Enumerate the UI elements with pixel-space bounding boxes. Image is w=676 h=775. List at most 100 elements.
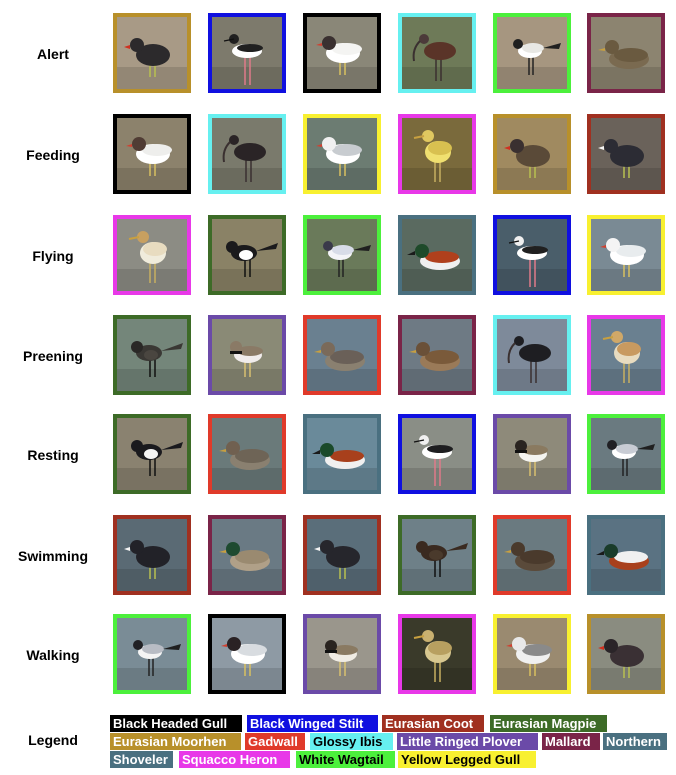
plover-bird-image	[497, 418, 567, 490]
bird-photo-glossy-ibis	[398, 13, 476, 93]
bird-photo-eurasian-moorhen	[113, 13, 191, 93]
bird-photo-white-wagtail	[493, 13, 571, 93]
bird-photo-northern-shoveler	[303, 414, 381, 494]
wagtail-bird-image	[117, 618, 187, 690]
duck-bird-image	[402, 319, 472, 391]
legend-item-yellow-legged-gull: Yellow Legged Gull	[398, 751, 536, 768]
magpie-bird-image	[117, 418, 187, 490]
stilt-bird-image	[402, 418, 472, 490]
bird-photo-glossy-ibis	[493, 315, 571, 395]
ibis-bird-image	[212, 118, 282, 190]
bird-photo-black-headed-gull	[303, 13, 381, 93]
duck-bird-image	[307, 319, 377, 391]
shoveler-bird-image	[402, 219, 472, 291]
gull-bird-image	[497, 618, 567, 690]
bird-photo-little-ringed-plover	[303, 614, 381, 694]
legend-item-eurasian-coot: Eurasian Coot	[382, 715, 484, 732]
wagtail-bird-image	[307, 219, 377, 291]
bird-photo-eurasian-coot	[113, 515, 191, 595]
legend-item-eurasian-moorhen: Eurasian Moorhen	[110, 733, 241, 750]
legend-item-squacco-heron: Squacco Heron	[179, 751, 290, 768]
bird-photo-eurasian-coot	[587, 114, 665, 194]
row-label-resting: Resting	[27, 447, 79, 463]
shoveler-bird-image	[591, 519, 661, 591]
magpie-bird-image	[402, 519, 472, 591]
gull-bird-image	[591, 219, 661, 291]
bird-photo-eurasian-magpie	[398, 515, 476, 595]
gull-bird-image	[212, 618, 282, 690]
bird-photo-little-ringed-plover	[493, 414, 571, 494]
bird-photo-white-wagtail	[303, 215, 381, 295]
bird-photo-mallard	[587, 13, 665, 93]
bird-photo-black-headed-gull	[113, 114, 191, 194]
legend-title: Legend	[28, 732, 78, 748]
coot-bird-image	[117, 519, 187, 591]
ibis-bird-image	[402, 17, 472, 89]
bird-photo-black-winged-stilt	[493, 215, 571, 295]
bird-photo-eurasian-magpie	[113, 315, 191, 395]
coot-bird-image	[591, 118, 661, 190]
heron-bird-image	[591, 319, 661, 391]
bird-photo-white-wagtail	[113, 614, 191, 694]
legend-item-black-winged-stilt: Black Winged Stilt	[247, 715, 378, 732]
heron-bird-image	[117, 219, 187, 291]
bird-photo-squacco-heron	[113, 215, 191, 295]
legend-item-white-wagtail: White Wagtail	[296, 751, 395, 768]
bird-photo-eurasian-magpie	[208, 215, 286, 295]
bird-photo-mallard	[208, 515, 286, 595]
row-label-walking: Walking	[26, 647, 80, 663]
row-label-swimming: Swimming	[17, 548, 88, 564]
legend-item-mallard: Mallard	[542, 733, 600, 750]
coot-bird-image	[307, 519, 377, 591]
bird-photo-gadwall	[208, 414, 286, 494]
bird-photo-eurasian-coot	[303, 515, 381, 595]
moorhen-bird-image	[591, 618, 661, 690]
bird-photo-yellow-legged-gull	[493, 614, 571, 694]
gull-bird-image	[307, 17, 377, 89]
legend-item-little-ringed-plover: Little Ringed Plover	[397, 733, 538, 750]
bird-photo-eurasian-moorhen	[587, 614, 665, 694]
gull-bird-image	[307, 118, 377, 190]
row-label-feeding: Feeding	[26, 147, 80, 163]
magpie-bird-image	[212, 219, 282, 291]
bird-photo-white-wagtail	[587, 414, 665, 494]
moorhen-bird-image	[117, 17, 187, 89]
stilt-bird-image	[212, 17, 282, 89]
duck-bird-image	[591, 17, 661, 89]
wagtail-bird-image	[497, 17, 567, 89]
bird-photo-northern-shoveler	[398, 215, 476, 295]
bird-photo-black-headed-gull	[208, 614, 286, 694]
plover-bird-image	[212, 319, 282, 391]
bird-photo-little-ringed-plover	[208, 315, 286, 395]
wagtail-bird-image	[591, 418, 661, 490]
row-label-preening: Preening	[23, 348, 83, 364]
bird-photo-squacco-heron	[398, 614, 476, 694]
bird-photo-northern-shoveler	[587, 515, 665, 595]
gull-bird-image	[117, 118, 187, 190]
heron-bird-image	[402, 618, 472, 690]
bird-photo-squacco-heron	[398, 114, 476, 194]
legend-item-eurasian-magpie: Eurasian Magpie	[490, 715, 607, 732]
row-label-alert: Alert	[37, 46, 69, 62]
legend-item-northern-shoveler: Shoveler	[110, 751, 173, 768]
bird-photo-gadwall	[493, 515, 571, 595]
bird-photo-eurasian-magpie	[113, 414, 191, 494]
legend-item-black-headed-gull: Black Headed Gull	[110, 715, 242, 732]
legend-item-gadwall: Gadwall	[245, 733, 305, 750]
legend-item-glossy-ibis: Glossy Ibis	[310, 733, 393, 750]
magpie-bird-image	[117, 319, 187, 391]
bird-photo-squacco-heron	[587, 315, 665, 395]
bird-photo-glossy-ibis	[208, 114, 286, 194]
legend-item-northern-shoveler: Northern	[603, 733, 667, 750]
ibis-bird-image	[497, 319, 567, 391]
row-label-flying: Flying	[32, 248, 74, 264]
bird-photo-yellow-legged-gull	[303, 114, 381, 194]
bird-photo-black-winged-stilt	[398, 414, 476, 494]
bird-photo-gadwall	[303, 315, 381, 395]
moorhen-bird-image	[497, 118, 567, 190]
bird-photo-mallard	[398, 315, 476, 395]
duck-bird-image	[497, 519, 567, 591]
bird-photo-eurasian-moorhen	[493, 114, 571, 194]
heron-bird-image	[402, 118, 472, 190]
